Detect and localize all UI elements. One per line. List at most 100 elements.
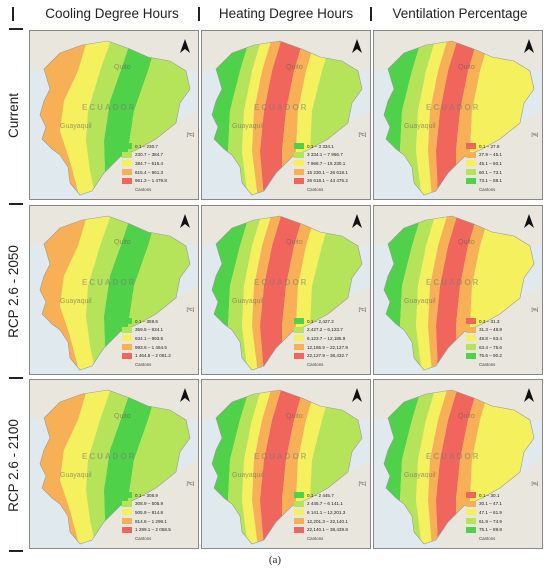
city-label-quito: Quito — [458, 64, 475, 71]
legend-entry: 73.1 – 88.1 — [466, 176, 540, 185]
city-label-guayaquil: Guayaquil — [60, 472, 92, 479]
legend-swatch — [122, 500, 132, 507]
climate-zone-lightgreen — [228, 390, 264, 544]
legend-entry: 0.1 – 230.7 — [122, 142, 196, 151]
city-label-quito: Quito — [114, 239, 131, 246]
legend-entry: 814.8 – 1 299.1 — [122, 517, 196, 526]
legend-cantons: Cantons — [479, 361, 496, 367]
map-legend: 0.1 – 359.5 359.5 – 634.1 634.1 – 993.5 993… — [122, 317, 196, 367]
legend-label: 63.4 – 75.6 — [479, 344, 502, 350]
climate-zone-orange — [252, 390, 284, 544]
legend-cantons: Cantons — [479, 186, 496, 192]
climate-zone-lightgreen — [228, 216, 264, 370]
country-outline — [211, 40, 363, 196]
legend-label: 993.6 – 1 464.5 — [135, 344, 167, 350]
legend-swatch — [294, 352, 304, 359]
map-legend: 0.1 – 30.1 30.1 – 47.1 47.1 – 61.9 61.9 – 7… — [466, 491, 540, 541]
climate-zone-yellow — [60, 41, 114, 195]
legend-swatch — [466, 526, 476, 533]
neighbouring-land — [374, 31, 542, 199]
legend-entry: 12,201.3 – 22,140.1 — [294, 517, 368, 526]
climate-zone-green — [104, 41, 160, 195]
legend-label: 7 966.7 – 15 230.1 — [307, 160, 346, 166]
legend-swatch — [294, 492, 304, 499]
legend-cantons: Cantons — [135, 535, 152, 541]
country-label: ECUADOR — [426, 278, 481, 287]
legend-swatch — [122, 143, 132, 150]
legend-entry: 47.1 – 61.9 — [466, 508, 540, 517]
climate-zone-lightgreen — [86, 216, 134, 370]
legend-cantons: Cantons — [307, 361, 324, 367]
legend-entry: 2,427.2 – 6,123.7 — [294, 326, 368, 335]
climate-zone-yellow — [60, 216, 114, 370]
climate-zone-orange — [428, 41, 460, 195]
legend-entry: 27.9 – 45.1 — [466, 151, 540, 160]
column-divider — [370, 7, 372, 21]
north-arrow-icon — [524, 39, 534, 53]
map-panel: Quito Guayaquil ECUADOR [ºC] 0.1 – 2 445.7 2 … — [201, 379, 371, 549]
country-outline — [383, 40, 535, 196]
choropleth-map — [202, 206, 370, 374]
legend-label: 634.1 – 993.5 — [135, 335, 164, 341]
legend-label: 0.1 – 230.7 — [135, 143, 158, 149]
map-legend: 0.1 – 2,427.2 2,427.2 – 6,123.7 6,123.7 – … — [294, 317, 368, 367]
city-label-quito: Quito — [286, 413, 303, 420]
city-label-guayaquil: Guayaquil — [232, 472, 264, 479]
legend-swatch — [466, 143, 476, 150]
legend-entry: 0.1 – 2,427.2 — [294, 317, 368, 326]
map-panel: Quito Guayaquil ECUADOR [%] 0.3 – 31.3 31.3 –… — [373, 205, 543, 375]
climate-zone-red — [260, 216, 306, 370]
climate-zone-red — [260, 41, 306, 195]
legend-swatch — [122, 169, 132, 176]
legend-entry: 22,127.9 – 38,432.7 — [294, 351, 368, 360]
figure-caption: (a) — [268, 554, 282, 566]
legend-label: 961.3 – 1 479.8 — [135, 178, 167, 184]
legend-swatch — [294, 169, 304, 176]
legend-swatch — [294, 518, 304, 525]
climate-zone-green — [104, 216, 160, 370]
row-label-2100: RCP 2.6 - 2100 — [0, 379, 26, 551]
legend-swatch — [466, 509, 476, 516]
map-panel: Quito Guayaquil ECUADOR [ºC] 0.1 – 308.9 308.… — [29, 379, 199, 549]
city-label-guayaquil: Guayaquil — [60, 123, 92, 130]
legend-label: 45.1 – 60.1 — [479, 160, 502, 166]
legend-entry: 45.1 – 60.1 — [466, 159, 540, 168]
legend-unit: [%] — [531, 481, 538, 486]
legend-cantons: Cantons — [307, 535, 324, 541]
legend-swatch — [294, 143, 304, 150]
row-label-text: Current — [5, 92, 21, 138]
legend-swatch — [294, 326, 304, 333]
legend-entry: 0.1 – 2 445.7 — [294, 491, 368, 500]
climate-zone-red — [436, 390, 480, 544]
legend-label: 2 445.7 – 6 141.1 — [307, 501, 343, 507]
city-label-guayaquil: Guayaquil — [232, 298, 264, 305]
neighbouring-land — [30, 31, 198, 199]
row-label-2050: RCP 2.6 - 2050 — [0, 205, 26, 377]
north-arrow-icon — [352, 39, 362, 53]
legend-entry: 60.1 – 73.1 — [466, 168, 540, 177]
legend-swatch — [122, 335, 132, 342]
country-label: ECUADOR — [254, 278, 309, 287]
climate-zone-red — [436, 216, 480, 370]
legend-unit: [ºC] — [186, 307, 194, 312]
legend-entry: 0.1 – 3 334.1 — [294, 142, 368, 151]
neighbouring-land — [202, 31, 370, 199]
legend-entry: 308.9 – 505.9 — [122, 500, 196, 509]
neighbouring-land — [30, 206, 198, 374]
legend-entry: 26 618.1 – 44 475.2 — [294, 176, 368, 185]
climate-zone-orange — [252, 41, 284, 195]
legend-entry: 1 464.5 – 2 081.2 — [122, 351, 196, 360]
neighbouring-land — [374, 380, 542, 548]
legend-swatch — [466, 518, 476, 525]
legend-label: 12,201.3 – 22,140.1 — [307, 518, 348, 524]
legend-swatch — [466, 326, 476, 333]
city-label-guayaquil: Guayaquil — [404, 298, 436, 305]
legend-swatch — [466, 177, 476, 184]
legend-cantons: Cantons — [135, 361, 152, 367]
legend-label: 0.1 – 2 445.7 — [307, 492, 334, 498]
map-legend: 0.1 – 308.9 308.9 – 505.9 505.9 – 814.8 814… — [122, 491, 196, 541]
legend-entry: 359.5 – 634.1 — [122, 326, 196, 335]
legend-swatch — [466, 352, 476, 359]
map-panel: Quito Guayaquil ECUADOR [%] 0.1 – 27.9 27.9 –… — [373, 30, 543, 200]
legend-swatch — [466, 169, 476, 176]
